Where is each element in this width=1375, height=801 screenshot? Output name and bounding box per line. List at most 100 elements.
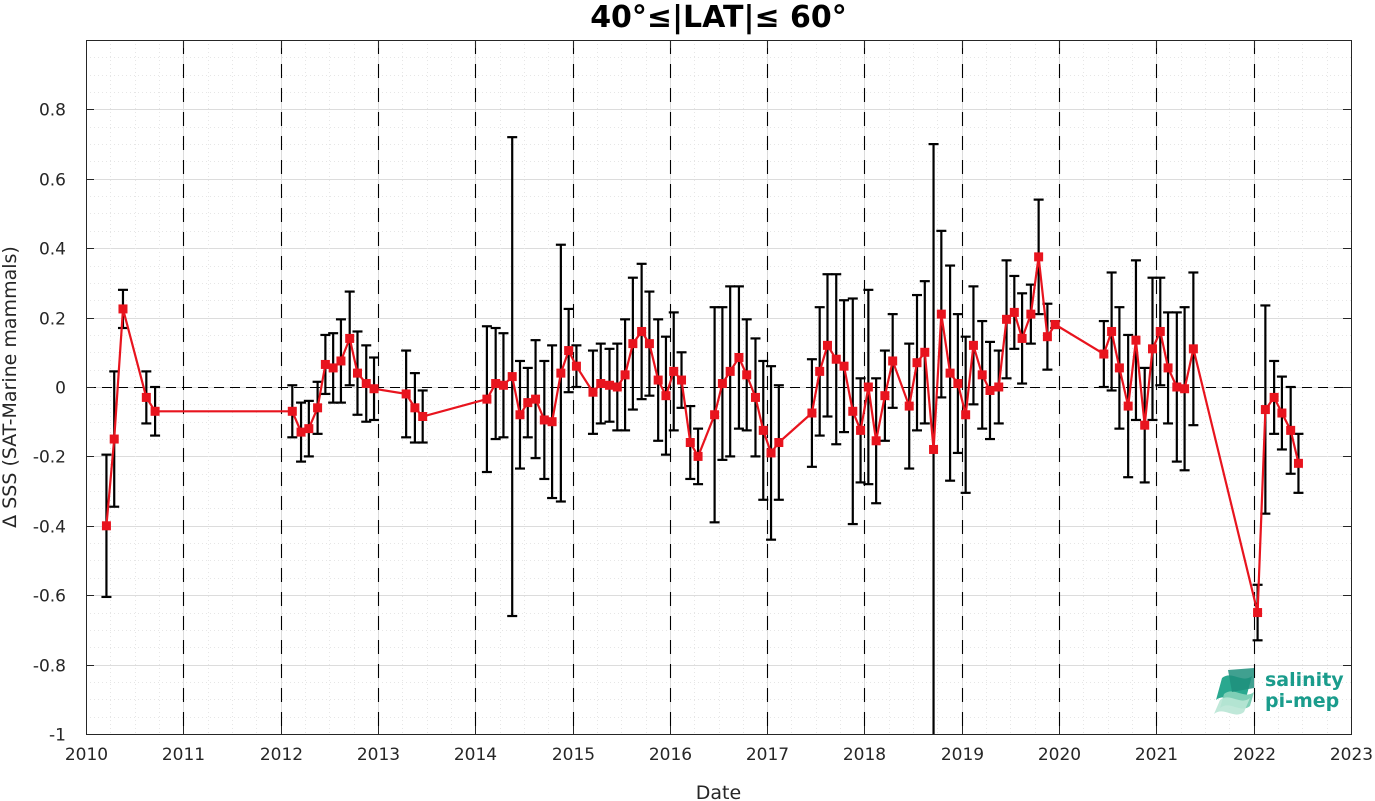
data-point — [150, 406, 160, 416]
data-point — [717, 379, 727, 389]
x-tick-label: 2014 — [454, 745, 497, 765]
data-point — [734, 353, 744, 363]
data-point — [1277, 408, 1287, 418]
data-point — [677, 375, 687, 385]
data-point — [571, 361, 581, 371]
data-point — [320, 359, 330, 369]
data-point — [1002, 314, 1012, 324]
data-point — [1147, 344, 1157, 354]
y-tick-label: -0.8 — [33, 657, 66, 677]
data-point — [871, 436, 881, 446]
x-tick-label: 2021 — [1135, 745, 1178, 765]
data-point — [336, 356, 346, 366]
data-point — [725, 366, 735, 376]
data-markers — [101, 252, 1303, 618]
data-point — [929, 444, 939, 454]
data-point — [644, 339, 654, 349]
y-tick-label: 0.4 — [39, 240, 66, 260]
data-point — [401, 389, 411, 399]
data-point — [620, 370, 630, 380]
data-point — [588, 387, 598, 397]
data-point — [848, 406, 858, 416]
data-point — [1260, 405, 1270, 415]
x-tick-label: 2013 — [357, 745, 400, 765]
data-point — [1163, 363, 1173, 373]
y-tick-labels: -1 -0.8 -0.6 -0.4 -0.2 0 0.2 0.4 0.6 0.8 — [33, 101, 66, 746]
data-point — [1180, 384, 1190, 394]
data-point — [1269, 392, 1279, 402]
data-point — [141, 392, 151, 402]
y-tick-label: -0.4 — [33, 518, 66, 538]
data-point — [118, 304, 128, 314]
data-point — [296, 427, 306, 437]
axis-ticks — [86, 40, 1352, 735]
x-tick-label: 2012 — [260, 745, 303, 765]
data-point — [888, 356, 898, 366]
data-point — [564, 346, 574, 356]
data-point — [1114, 363, 1124, 373]
x-tick-label: 2018 — [843, 745, 886, 765]
salinity-pi-mep-logo: salinity pi-mep — [1214, 668, 1344, 715]
data-point — [1099, 349, 1109, 359]
data-point — [758, 425, 768, 435]
data-point — [1123, 401, 1133, 411]
y-tick-label: 0.2 — [39, 310, 66, 330]
data-point — [328, 363, 338, 373]
data-point — [742, 370, 752, 380]
data-point — [920, 347, 930, 357]
logo-text-line1: salinity — [1265, 669, 1344, 691]
data-point — [880, 391, 890, 401]
data-point — [287, 406, 297, 416]
x-tick-label: 2023 — [1330, 745, 1373, 765]
data-point — [1140, 420, 1150, 430]
data-point — [1017, 333, 1027, 343]
data-point — [304, 424, 314, 434]
data-point — [369, 384, 379, 394]
x-tick-labels: 2010 2011 2012 2013 2014 2015 2016 2017 2018 2019… — [65, 745, 1373, 765]
data-point — [977, 370, 987, 380]
data-point — [693, 451, 703, 461]
y-tick-label: 0.6 — [39, 171, 66, 191]
data-point — [661, 391, 671, 401]
data-point — [994, 382, 1004, 392]
data-point — [1009, 307, 1019, 317]
data-point — [313, 403, 323, 413]
data-point — [710, 410, 720, 420]
data-point — [491, 379, 501, 389]
x-tick-label: 2010 — [65, 745, 108, 765]
data-point — [1293, 458, 1303, 468]
data-point — [685, 438, 695, 448]
data-point — [101, 521, 111, 531]
y-axis-label: Δ SSS (SAT-Marine mammals) — [0, 246, 21, 528]
x-tick-label: 2020 — [1038, 745, 1081, 765]
data-point — [912, 358, 922, 368]
data-point — [547, 417, 557, 427]
y-tick-label: -0.6 — [33, 587, 66, 607]
data-point — [945, 368, 955, 378]
data-point — [1286, 425, 1296, 435]
data-point — [839, 361, 849, 371]
x-axis-label: Date — [696, 782, 741, 801]
data-point — [605, 380, 615, 390]
data-point — [1131, 335, 1141, 345]
data-point — [669, 366, 679, 376]
data-point — [831, 354, 841, 364]
data-point — [531, 394, 541, 404]
x-tick-label: 2017 — [746, 745, 789, 765]
data-point — [1050, 320, 1060, 330]
y-tick-label: 0.8 — [39, 101, 66, 121]
data-point — [953, 379, 963, 389]
data-point — [1172, 382, 1182, 392]
data-point — [637, 326, 647, 336]
y-tick-label: 0 — [55, 379, 66, 399]
data-point — [822, 340, 832, 350]
data-point — [653, 375, 663, 385]
x-tick-label: 2015 — [552, 745, 595, 765]
data-point — [418, 411, 428, 421]
data-point — [961, 410, 971, 420]
data-point — [904, 401, 914, 411]
y-tick-label: -0.2 — [33, 448, 66, 468]
x-tick-label: 2016 — [649, 745, 692, 765]
data-point — [109, 434, 119, 444]
